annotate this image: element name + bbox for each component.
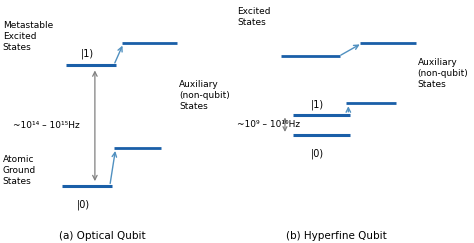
Text: ~10¹⁴ – 10¹⁵Hz: ~10¹⁴ – 10¹⁵Hz xyxy=(13,121,80,130)
Text: |0): |0) xyxy=(76,200,90,210)
Text: |1): |1) xyxy=(81,48,93,59)
Text: Metastable
Excited
States: Metastable Excited States xyxy=(3,21,53,52)
Text: Auxiliary
(non-qubit)
States: Auxiliary (non-qubit) States xyxy=(418,58,468,89)
Text: |0): |0) xyxy=(311,148,324,159)
Text: Excited
States: Excited States xyxy=(237,7,271,27)
Text: |1): |1) xyxy=(311,100,324,110)
Text: (b) Hyperfine Qubit: (b) Hyperfine Qubit xyxy=(286,231,387,241)
Text: Auxiliary
(non-qubit)
States: Auxiliary (non-qubit) States xyxy=(179,80,230,111)
Text: ~10⁹ – 10¹⁰Hz: ~10⁹ – 10¹⁰Hz xyxy=(237,120,301,129)
Text: (a) Optical Qubit: (a) Optical Qubit xyxy=(58,231,145,241)
Text: Atomic
Ground
States: Atomic Ground States xyxy=(3,155,36,186)
